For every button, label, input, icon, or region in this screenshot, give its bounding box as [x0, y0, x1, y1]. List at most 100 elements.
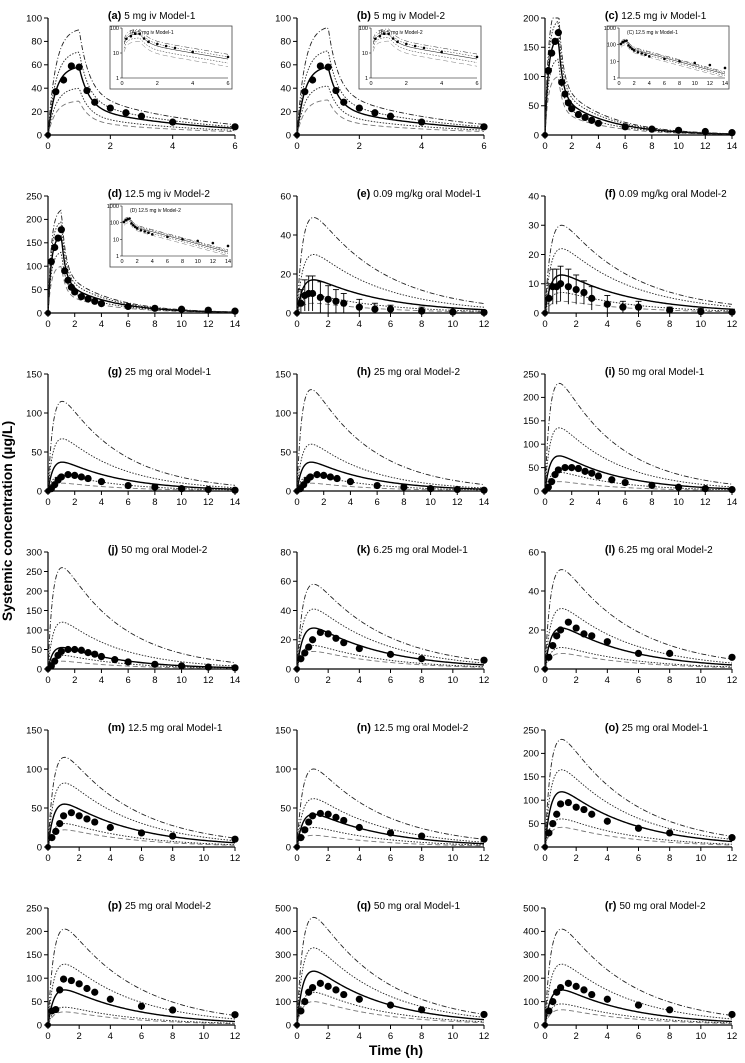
x-tick-label: 12 [203, 497, 214, 508]
observed-point [371, 109, 379, 117]
inset-x-tick-label: 4 [648, 81, 651, 87]
inset-x-tick-label: 2 [136, 259, 139, 265]
x-tick-label: 12 [203, 319, 214, 330]
inset-x-tick-label: 4 [151, 259, 154, 265]
observed-point [91, 297, 99, 305]
observed-point [316, 293, 324, 301]
observed-point [648, 481, 656, 489]
observed-point [542, 310, 548, 316]
x-tick-label: 0 [294, 141, 299, 152]
y-tick-label: 250 [26, 567, 42, 578]
panel-label: (b) [357, 10, 371, 22]
x-tick-label: 8 [170, 1031, 175, 1042]
x-tick-label: 2 [326, 853, 331, 864]
observed-point [386, 112, 395, 120]
y-tick-label: 0 [534, 308, 539, 319]
panel-title: (o) 25 mg oral Model-1 [605, 722, 709, 734]
inset-observed-point [129, 34, 133, 38]
observed-point [386, 1001, 395, 1009]
y-tick-label: 100 [523, 997, 539, 1008]
x-tick-label: 4 [348, 497, 353, 508]
observed-point [67, 976, 75, 985]
y-tick-label: 150 [26, 725, 42, 736]
y-tick-label: 0 [286, 1020, 291, 1031]
x-tick-label: 12 [230, 1031, 241, 1042]
observed-point [59, 76, 68, 84]
y-tick-label: 100 [26, 262, 42, 273]
observed-point [308, 812, 317, 820]
inset-observed-point [133, 225, 137, 229]
y-tick-label: 150 [26, 369, 42, 380]
y-tick-label: 150 [523, 416, 539, 427]
x-tick-label: 4 [99, 497, 104, 508]
observed-point [67, 62, 75, 70]
x-axis-label: Time (h) [369, 1042, 423, 1058]
panel-label: (h) [357, 366, 371, 378]
p75-line [47, 621, 236, 670]
x-tick-label: 14 [727, 141, 738, 152]
inset-p95-line [620, 38, 726, 73]
x-tick-label: 10 [199, 1031, 210, 1042]
panel-label: (m) [108, 722, 125, 734]
observed-point [568, 105, 576, 113]
y-tick-label: 400 [275, 927, 291, 938]
observed-point [332, 634, 340, 642]
observed-point [588, 116, 596, 124]
inset-p5-line [620, 44, 726, 78]
observed-point [564, 618, 572, 626]
observed-point [294, 844, 300, 850]
x-tick-label: 12 [479, 1031, 490, 1042]
p75-line [296, 254, 485, 314]
observed-point [169, 832, 177, 840]
observed-point [57, 226, 65, 234]
p25-line [47, 823, 236, 848]
y-tick-label: 250 [26, 191, 42, 202]
observed-point [561, 90, 569, 98]
panel-label: (e) [357, 188, 371, 200]
observed-point [83, 86, 91, 95]
inset-x-tick-label: 0 [617, 81, 620, 87]
inset-p95-line [372, 28, 478, 55]
observed-point [91, 650, 99, 658]
observed-point [594, 119, 603, 127]
observed-point [449, 308, 457, 316]
median-line [544, 627, 733, 670]
y-tick-label: 150 [523, 43, 539, 54]
observed-point [400, 483, 408, 491]
y-tick-label: 40 [280, 84, 291, 95]
y-tick-label: 50 [528, 463, 539, 474]
x-tick-label: 0 [45, 1031, 50, 1042]
panel-e: 0 20 40 60 0 2 4 6 8 10 12 (e) 0.09 mg/kg oral Model… [280, 188, 489, 330]
y-tick-label: 0 [286, 308, 291, 319]
inset-b: 1 10 100 0 2 4 6 (B) 5 mg iv Model-2 [358, 25, 482, 90]
observed-point [47, 257, 55, 266]
x-tick-label: 2 [326, 675, 331, 686]
observed-point [728, 485, 736, 494]
panel-title-text: 12.5 mg iv Model-2 [125, 189, 210, 200]
y-tick-label: 60 [280, 60, 291, 71]
inset-c: 1 10 100 1000 0 2 4 6 8 10 12 14 (C) 12.5 mg iv Mode… [604, 25, 730, 90]
observed-point [52, 88, 60, 96]
observed-point [553, 632, 561, 640]
y-tick-label: 40 [31, 84, 42, 95]
inset-observed-point [374, 37, 377, 41]
observed-point [83, 815, 91, 823]
observed-point [77, 473, 85, 481]
inset-y-tick-label: 100 [607, 43, 616, 49]
observed-point [177, 662, 186, 670]
panel-title-text: 25 mg oral Model-2 [125, 901, 212, 912]
x-tick-label: 2 [574, 319, 579, 330]
inset-frame [109, 203, 233, 268]
x-tick-label: 2 [326, 1031, 331, 1042]
observed-point [386, 650, 395, 658]
observed-point [75, 980, 83, 988]
inset-observed-point [147, 40, 150, 44]
observed-point [549, 820, 557, 828]
observed-point [580, 805, 588, 814]
y-tick-label: 150 [26, 606, 42, 617]
panel-title-text: 12.5 mg oral Model-1 [128, 723, 223, 734]
inset-observed-point [173, 46, 177, 50]
observed-point [580, 288, 588, 297]
x-tick-label: 12 [727, 319, 738, 330]
